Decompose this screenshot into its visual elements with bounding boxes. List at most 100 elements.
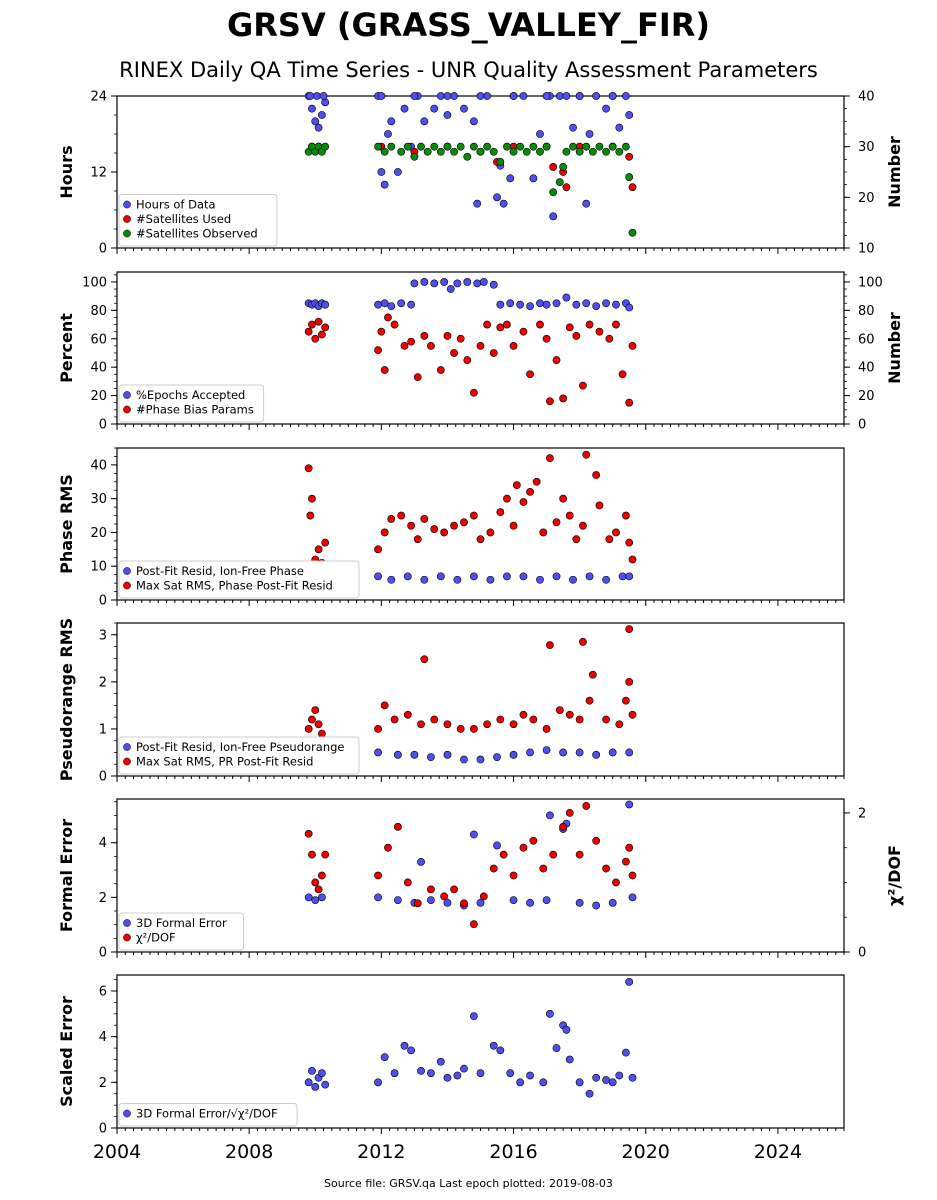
legend-marker (123, 757, 131, 766)
data-point (493, 753, 501, 762)
data-point (469, 572, 478, 581)
data-point (374, 893, 382, 902)
data-point (469, 117, 478, 126)
data-point (542, 300, 551, 309)
data-point (304, 464, 313, 473)
data-point (304, 893, 313, 902)
data-point (460, 755, 468, 764)
y-tick-label: 24 (90, 90, 107, 105)
legend: Post-Fit Resid, Ion-Free PseudorangeMax … (118, 736, 360, 775)
data-point (565, 1055, 574, 1064)
legend-marker (123, 229, 131, 238)
data-point (493, 841, 501, 850)
data-point (436, 147, 445, 156)
data-point (516, 1078, 525, 1087)
data-point (321, 538, 330, 547)
data-point (393, 896, 402, 904)
data-point (572, 300, 581, 309)
data-point (519, 92, 528, 100)
legend-label: #Satellites Used (136, 212, 231, 226)
data-point (314, 545, 323, 554)
data-point (374, 725, 382, 733)
data-point (588, 147, 597, 156)
x-tick-label: 2020 (622, 1141, 670, 1163)
data-point (483, 320, 492, 329)
data-point (503, 142, 511, 151)
data-point (602, 299, 610, 308)
data-point (539, 528, 548, 537)
data-point (555, 706, 564, 714)
y-tick-label: 1 (99, 722, 107, 737)
data-point (602, 864, 610, 873)
data-point (304, 1078, 313, 1087)
data-point (427, 753, 435, 762)
y-tick-label: 10 (90, 560, 107, 575)
y-tick-label: 2 (99, 675, 107, 690)
data-point (420, 515, 429, 523)
data-point (436, 1057, 445, 1066)
data-point (565, 809, 574, 817)
data-point (403, 142, 412, 151)
data-point (602, 104, 610, 113)
data-point (585, 320, 594, 329)
data-point (618, 572, 627, 581)
data-point (579, 381, 587, 390)
legend-marker (123, 391, 131, 399)
data-point (503, 494, 511, 503)
data-point (317, 1069, 326, 1078)
data-point (565, 710, 574, 719)
data-point (476, 1069, 485, 1078)
y-tick-label: 3 (99, 628, 107, 643)
data-point (542, 142, 551, 151)
data-point (321, 323, 330, 332)
data-point (413, 899, 422, 908)
data-point (622, 857, 630, 866)
legend-box (118, 736, 360, 775)
data-point (582, 802, 591, 810)
source-footer: Source file: GRSV.qa Last epoch plotted:… (324, 1177, 613, 1190)
data-point (397, 511, 406, 520)
data-point (387, 142, 396, 151)
data-point (321, 142, 330, 151)
data-point (476, 147, 485, 156)
chart-title: GRSV (GRASS_VALLEY_FIR) (226, 6, 710, 44)
legend-marker (123, 1109, 131, 1118)
data-point (456, 334, 465, 343)
data-point (569, 142, 577, 151)
data-point (420, 575, 429, 584)
data-point (545, 397, 554, 406)
data-point (317, 111, 326, 119)
data-point (628, 710, 637, 719)
data-point (545, 1009, 554, 1018)
data-point (453, 1071, 462, 1080)
data-point (453, 279, 462, 288)
data-point (565, 323, 574, 332)
data-point (555, 92, 564, 100)
data-point (628, 555, 637, 564)
data-point (413, 373, 422, 382)
data-point (308, 320, 316, 329)
legend-box (118, 384, 265, 423)
y-right-tick-label: 0 (858, 946, 866, 961)
data-point (496, 300, 505, 309)
data-point (450, 349, 458, 357)
y-tick-label: 12 (90, 166, 107, 181)
data-point (440, 892, 449, 901)
y-tick-label: 6 (99, 984, 107, 999)
data-point (539, 864, 548, 873)
data-point (618, 370, 627, 379)
data-point (436, 366, 445, 374)
legend-label: Post-Fit Resid, Ion-Free Pseudorange (136, 740, 344, 754)
data-point (450, 92, 458, 100)
y-tick-label: 0 (99, 770, 107, 785)
data-point (526, 1071, 534, 1080)
data-point (545, 641, 554, 650)
data-point (317, 729, 326, 738)
data-point (579, 521, 587, 530)
data-point (403, 572, 412, 581)
data-point (430, 279, 439, 288)
data-point (469, 388, 478, 397)
data-point (605, 334, 614, 343)
data-point (602, 715, 610, 724)
